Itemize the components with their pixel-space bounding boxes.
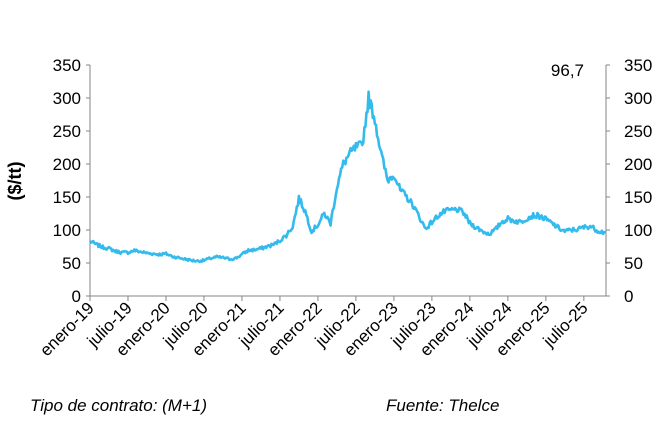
y-tick-label-right: 200 (624, 155, 652, 174)
y-tick-label-right: 50 (624, 254, 643, 273)
plot-area (88, 90, 606, 264)
x-axis: enero-19julio-19enero-20julio-20enero-21… (36, 295, 606, 360)
price-series-line (88, 90, 606, 264)
y-tick-label-left: 250 (53, 122, 81, 141)
y-tick-label-left: 150 (53, 188, 81, 207)
y-tick-label-left: 200 (53, 155, 81, 174)
y-axis-label: ($/tt) (5, 162, 25, 201)
y-tick-label-left: 100 (53, 221, 81, 240)
y-tick-label-left: 300 (53, 89, 81, 108)
y-tick-label-right: 250 (624, 122, 652, 141)
x-tick-label: enero-19 (36, 298, 98, 360)
source-note: Fuente: Thelce (386, 396, 500, 415)
y-tick-label-right: 150 (624, 188, 652, 207)
y-tick-label-right: 300 (624, 89, 652, 108)
last-value-label: 96,7 (551, 61, 584, 80)
right-y-axis: 0 50 100 150 200 250 300 350 (605, 56, 652, 306)
contract-type-note: Tipo de contrato: (M+1) (30, 396, 208, 415)
y-tick-label-left: 50 (62, 254, 81, 273)
left-y-axis: 0 50 100 150 200 250 300 350 (53, 56, 91, 306)
y-tick-label-right: 100 (624, 221, 652, 240)
y-tick-label-left: 350 (53, 56, 81, 75)
y-tick-label-right: 0 (624, 287, 633, 306)
y-tick-label-right: 350 (624, 56, 652, 75)
y-tick-label-left: 0 (72, 287, 81, 306)
